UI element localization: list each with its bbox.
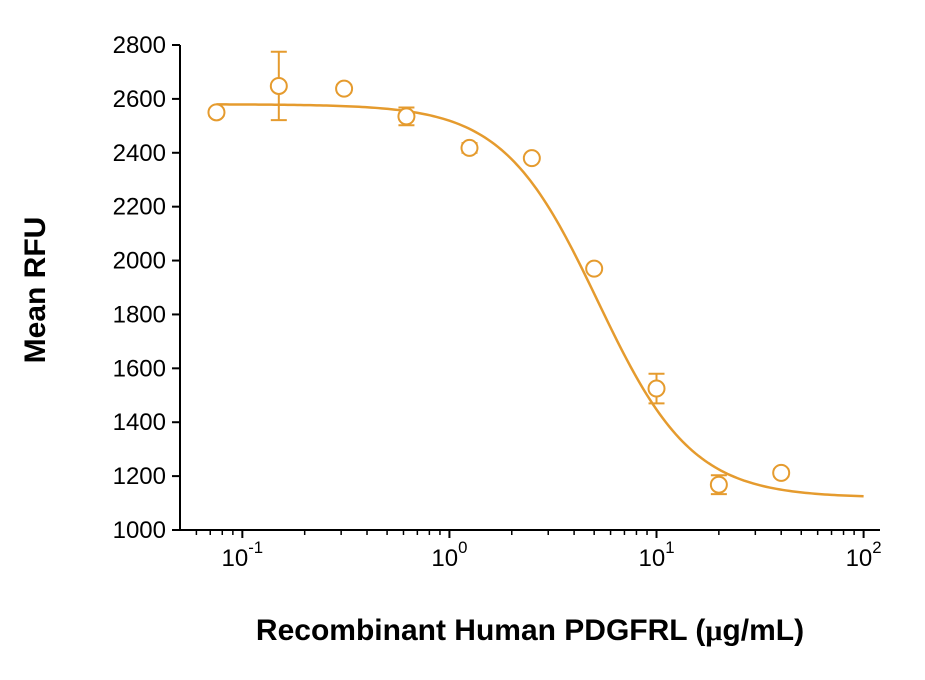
data-point: [649, 381, 665, 397]
x-tick-label: 100: [431, 538, 467, 572]
x-tick-label: 102: [846, 538, 882, 572]
y-tick-label: 2200: [113, 194, 166, 221]
y-tick-label: 1000: [113, 517, 166, 544]
x-tick-label: 101: [638, 538, 674, 572]
data-point: [336, 81, 352, 97]
data-point: [586, 261, 602, 277]
data-point: [208, 104, 224, 120]
data-point: [398, 108, 414, 124]
y-tick-label: 2000: [113, 248, 166, 275]
data-point: [524, 150, 540, 166]
x-axis-title: Recombinant Human PDGFRL (μg/mL): [256, 614, 804, 647]
chart-container: 1000 1200 1400 1600 1800 2000 2200 2400 2600 2800…: [0, 0, 925, 680]
y-tick-label: 1400: [113, 409, 166, 436]
y-tick-label: 1800: [113, 301, 166, 328]
y-tick-label: 2400: [113, 140, 166, 167]
y-tick-label: 2600: [113, 86, 166, 113]
y-tick-label: 1600: [113, 355, 166, 382]
data-point: [271, 78, 287, 94]
dose-response-chart: 1000 1200 1400 1600 1800 2000 2200 2400 2600 2800…: [0, 0, 925, 680]
y-tick-label: 2800: [113, 32, 166, 59]
y-tick-label: 1200: [113, 463, 166, 490]
data-point: [711, 477, 727, 493]
fit-curve: [216, 104, 863, 496]
data-point: [773, 465, 789, 481]
y-axis-title: Mean RFU: [19, 217, 52, 364]
data-point: [461, 140, 477, 156]
x-tick-label: 10-1: [222, 538, 264, 572]
